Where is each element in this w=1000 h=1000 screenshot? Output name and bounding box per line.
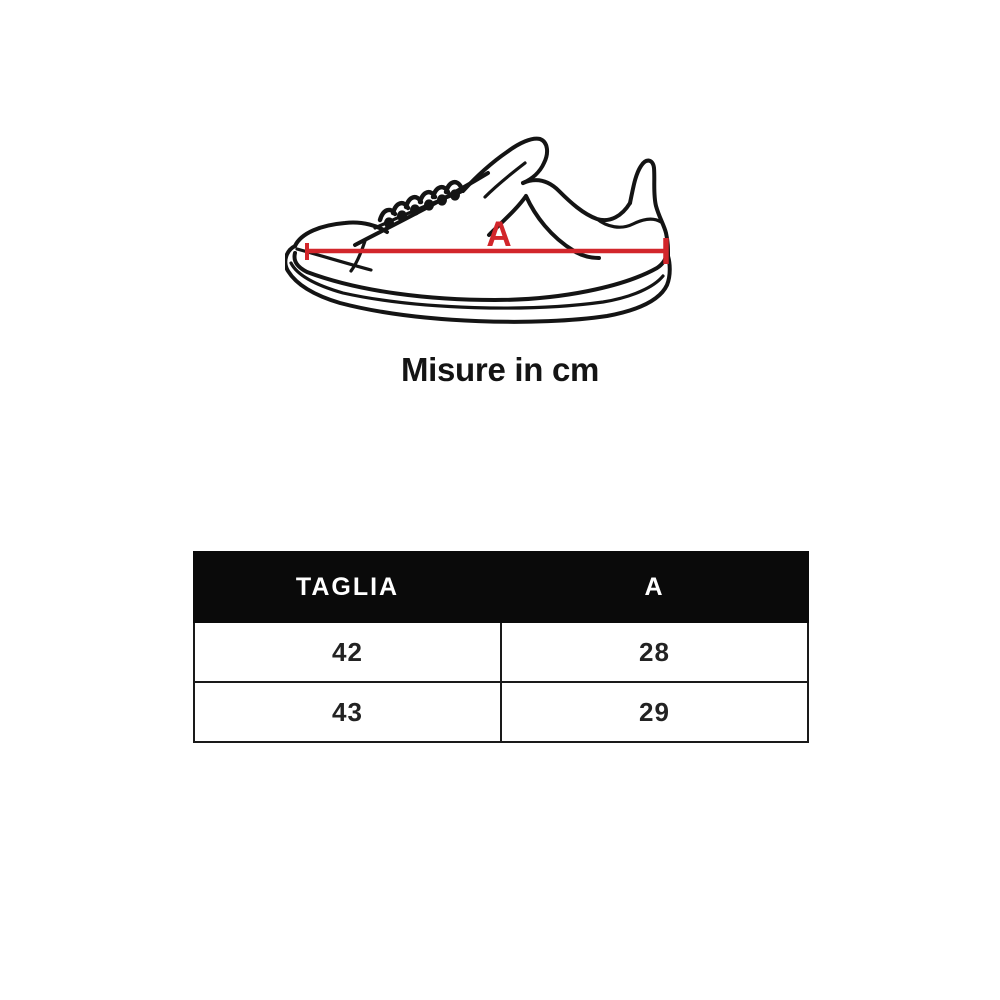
size-table-cell-a: 29 bbox=[500, 681, 809, 743]
caption-misure-in-cm: Misure in cm bbox=[400, 351, 600, 388]
size-table-row: 43 29 bbox=[193, 681, 809, 743]
size-table: TAGLIA A 42 28 43 29 bbox=[193, 551, 809, 743]
size-table-cell-taglia: 42 bbox=[193, 621, 502, 683]
size-table-row: 42 28 bbox=[193, 621, 809, 683]
size-table-cell-taglia: 43 bbox=[193, 681, 502, 743]
size-table-header-taglia: TAGLIA bbox=[193, 551, 502, 623]
size-table-header-a: A bbox=[500, 551, 809, 623]
shoe-illustration: A bbox=[285, 136, 672, 324]
sneaker-outline-icon bbox=[285, 136, 672, 324]
shoe-figure: A bbox=[285, 115, 705, 330]
laces-icon bbox=[377, 179, 464, 223]
size-table-cell-a: 28 bbox=[500, 621, 809, 683]
measurement-label: A bbox=[486, 215, 511, 254]
lace-eyelets-icon bbox=[384, 189, 460, 229]
measurement-line bbox=[305, 238, 669, 264]
size-table-header-row: TAGLIA A bbox=[193, 551, 809, 623]
